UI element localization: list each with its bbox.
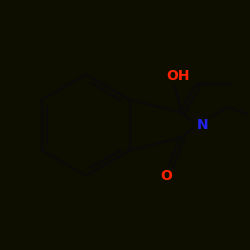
- Text: N: N: [197, 118, 208, 132]
- Text: O: O: [160, 169, 172, 183]
- Text: OH: OH: [167, 69, 190, 83]
